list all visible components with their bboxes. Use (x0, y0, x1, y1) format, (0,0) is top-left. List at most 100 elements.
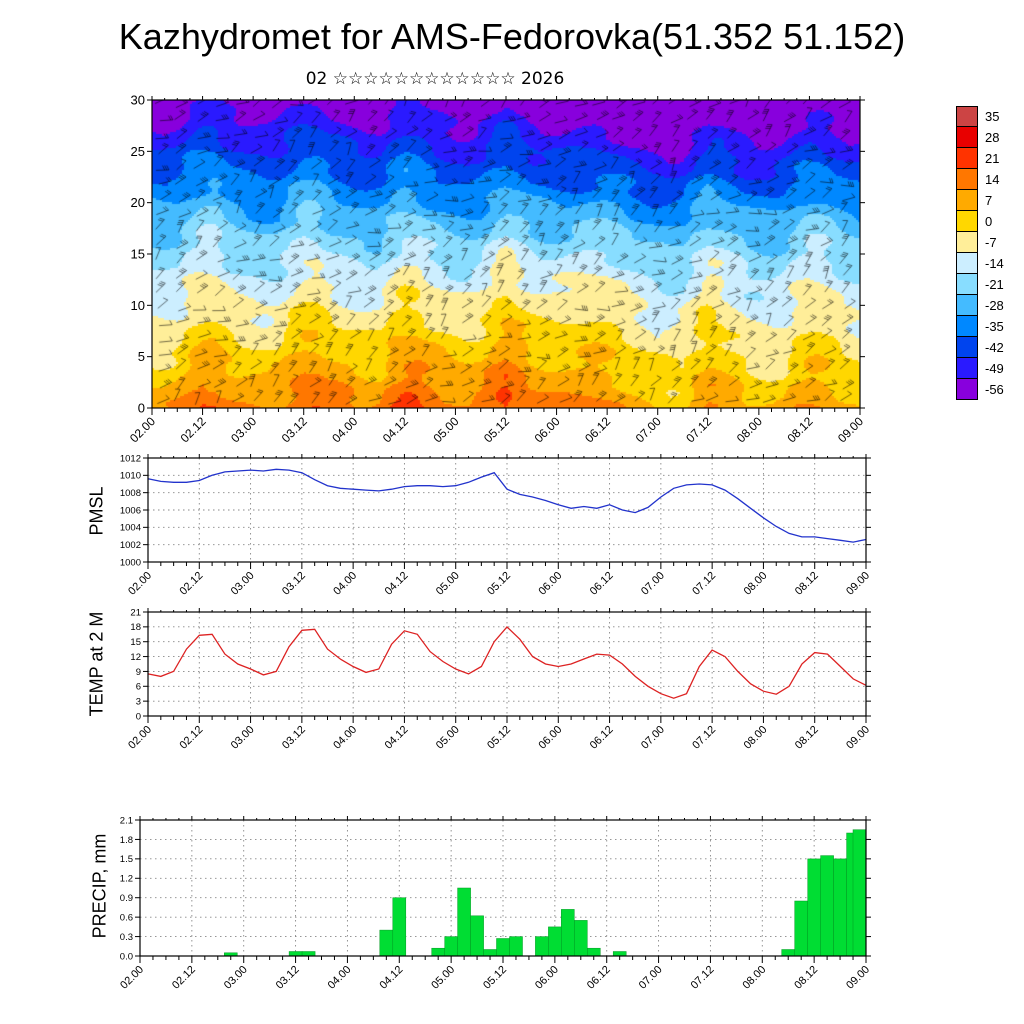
gridlines (148, 457, 866, 563)
svg-text:0.0: 0.0 (120, 951, 133, 962)
temp-2m-frame (147, 611, 867, 717)
svg-text:6: 6 (136, 682, 141, 693)
svg-text:1002: 1002 (120, 540, 141, 551)
precip-plot: 0.0 0.3 0.6 0.9 1.2 1.5 1.8 2.1 02.00 02.12 03.00 0… (118, 815, 872, 992)
colorbar-row: 14 (956, 169, 1004, 190)
svg-text:06.00: 06.00 (533, 964, 561, 992)
colorbar-swatch (956, 211, 978, 232)
colorbar-label: 7 (985, 193, 993, 208)
svg-text:04.00: 04.00 (326, 964, 354, 992)
date-subtitle: 02 ☆☆☆☆☆☆☆☆☆☆☆☆ 2026 (305, 69, 565, 89)
colorbar-label: 28 (985, 130, 1000, 145)
page-title: Kazhydromet for AMS-Fedorovka(51.352 51.… (118, 16, 906, 57)
svg-text:08.00: 08.00 (742, 724, 770, 752)
svg-text:03.12: 03.12 (280, 570, 308, 598)
temp-2m-axes: 0 3 6 9 12 15 18 21 02.00 02.12 03.00 03.12 04.00 04.… (126, 607, 872, 751)
svg-text:06.00: 06.00 (536, 570, 564, 598)
precip-bars (224, 829, 867, 957)
colorbar-label: -14 (985, 256, 1004, 271)
colorbar-label: -56 (985, 382, 1004, 397)
svg-text:07.00: 07.00 (637, 964, 665, 992)
svg-text:15: 15 (130, 637, 141, 648)
colorbar-row: -21 (956, 274, 1004, 295)
svg-text:07.00: 07.00 (639, 570, 667, 598)
temp-2m-plot: 0 3 6 9 12 15 18 21 02.00 02.12 03.00 03.12 04.00 04.… (126, 607, 872, 751)
svg-text:10: 10 (131, 298, 145, 313)
colorbar-row: 0 (956, 211, 1004, 232)
svg-text:03.00: 03.00 (229, 570, 257, 598)
svg-text:03.00: 03.00 (229, 724, 257, 752)
colorbar-swatch (956, 358, 978, 379)
svg-text:1.8: 1.8 (120, 835, 133, 846)
colorbar-swatch (956, 253, 978, 274)
svg-text:20: 20 (131, 195, 145, 210)
svg-text:06.12: 06.12 (582, 414, 613, 445)
svg-text:03.00: 03.00 (228, 414, 259, 445)
colorbar-swatch (956, 106, 978, 127)
svg-text:2.1: 2.1 (120, 815, 133, 826)
svg-text:05.00: 05.00 (434, 570, 462, 598)
temp-2m-line (147, 625, 867, 699)
temp-panel: 0 3 6 9 12 15 18 21 02.00 02.12 03.00 03.12 04.00 04.… (95, 604, 895, 774)
colorbar-row: 28 (956, 127, 1004, 148)
svg-text:08.00: 08.00 (740, 964, 768, 992)
svg-text:08.12: 08.12 (793, 724, 821, 752)
svg-text:08.00: 08.00 (734, 414, 765, 445)
colorbar-label: -21 (985, 277, 1004, 292)
svg-text:02.12: 02.12 (177, 724, 205, 752)
colorbar-swatch (956, 337, 978, 358)
colorbar-label: -42 (985, 340, 1004, 355)
svg-text:02.00: 02.00 (127, 414, 158, 445)
svg-text:04.00: 04.00 (331, 570, 359, 598)
colorbar-row: -42 (956, 337, 1004, 358)
svg-text:02.12: 02.12 (170, 964, 198, 992)
svg-text:06.00: 06.00 (532, 414, 563, 445)
colorbar-swatch (956, 169, 978, 190)
svg-text:09.00: 09.00 (835, 414, 866, 445)
svg-text:09.00: 09.00 (844, 724, 872, 752)
svg-text:25: 25 (131, 144, 145, 159)
svg-text:03.12: 03.12 (279, 414, 310, 445)
svg-text:06.12: 06.12 (585, 964, 613, 992)
colorbar-swatch (956, 295, 978, 316)
svg-text:1.2: 1.2 (120, 874, 133, 885)
gridlines (140, 819, 866, 957)
svg-text:02.12: 02.12 (177, 570, 205, 598)
svg-text:05.00: 05.00 (430, 414, 461, 445)
svg-text:08.12: 08.12 (792, 964, 820, 992)
svg-text:1008: 1008 (120, 488, 141, 499)
colorbar-label: -49 (985, 361, 1004, 376)
svg-text:3: 3 (136, 696, 141, 707)
svg-text:09.00: 09.00 (844, 964, 872, 992)
svg-text:15: 15 (131, 247, 145, 262)
pmsl-panel: 1000 1002 1004 1006 1008 1010 1012 02.00 02.12 03… (95, 450, 895, 620)
colorbar-label: -28 (985, 298, 1004, 313)
colorbar-swatch (956, 274, 978, 295)
cross-section-heatmap (152, 100, 860, 408)
svg-text:08.00: 08.00 (742, 570, 770, 598)
svg-text:0.9: 0.9 (120, 893, 133, 904)
svg-text:1004: 1004 (120, 523, 141, 534)
svg-text:21: 21 (130, 607, 141, 618)
svg-text:1010: 1010 (120, 471, 141, 482)
svg-text:02.00: 02.00 (126, 570, 154, 598)
svg-text:0.6: 0.6 (120, 912, 133, 923)
colorbar-label: -7 (985, 235, 997, 250)
svg-text:07.00: 07.00 (633, 414, 664, 445)
svg-text:07.12: 07.12 (690, 570, 718, 598)
colorbar-label: 14 (985, 172, 1000, 187)
svg-text:07.12: 07.12 (683, 414, 714, 445)
svg-text:1006: 1006 (120, 505, 141, 516)
colorbar-label: 35 (985, 109, 1000, 124)
colorbar-swatch (956, 379, 978, 400)
svg-text:07.12: 07.12 (689, 964, 717, 992)
colorbar-row: 7 (956, 190, 1004, 211)
precip-panel: 0.0 0.3 0.6 0.9 1.2 1.5 1.8 2.1 02.00 02.12 03.00 0… (88, 810, 898, 1024)
temperature-colorbar: 35 28 21 14 7 0 -7 -14 -21 -28 -35 -42 -49 -56 (956, 106, 1004, 400)
cross-section-panel: 0 5 10 15 20 25 30 02.00 02.12 03.00 03.12 04.00 04.… (100, 92, 900, 472)
svg-text:08.12: 08.12 (793, 570, 821, 598)
svg-text:04.12: 04.12 (383, 570, 411, 598)
svg-text:09.00: 09.00 (844, 570, 872, 598)
pmsl-frame (147, 457, 867, 563)
svg-text:05.12: 05.12 (481, 964, 509, 992)
